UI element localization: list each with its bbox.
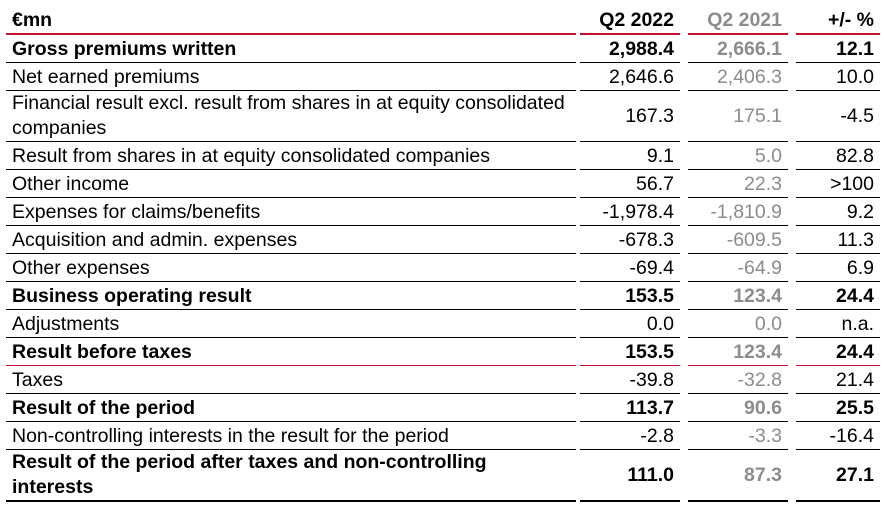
row-label: Financial result excl. result from share… — [6, 90, 576, 142]
row-label: Business operating result — [6, 281, 576, 310]
value-q2-2021: -32.8 — [688, 365, 788, 394]
row-label: Non-controlling interests in the result … — [6, 421, 576, 450]
value-q2-2021: 2,406.3 — [688, 62, 788, 91]
value-q2-2022: -69.4 — [580, 253, 680, 282]
value-q2-2022: 9.1 — [580, 141, 680, 170]
q2-2022-header: Q2 2022 — [580, 3, 680, 35]
value-change: 82.8 — [796, 141, 880, 170]
value-q2-2021: 90.6 — [688, 393, 788, 422]
value-q2-2021: -3.3 — [688, 421, 788, 450]
value-change: 21.4 — [796, 365, 880, 394]
row-label: Expenses for claims/benefits — [6, 197, 576, 226]
value-q2-2022: -2.8 — [580, 421, 680, 450]
row-label: Result from shares in at equity consolid… — [6, 141, 576, 170]
table-header-row: €mn Q2 2022 Q2 2021 +/- % — [6, 3, 880, 35]
value-change: -16.4 — [796, 421, 880, 450]
value-q2-2021: 87.3 — [688, 449, 788, 502]
table-row: Result of the period after taxes and non… — [6, 449, 880, 502]
row-label: Acquisition and admin. expenses — [6, 225, 576, 254]
row-label: Other expenses — [6, 253, 576, 282]
value-change: 9.2 — [796, 197, 880, 226]
value-q2-2022: 111.0 — [580, 449, 680, 502]
value-q2-2021: 123.4 — [688, 337, 788, 366]
value-change: n.a. — [796, 309, 880, 338]
change-header: +/- % — [796, 3, 880, 35]
table-row: Financial result excl. result from share… — [6, 90, 880, 142]
table-row: Result from shares in at equity consolid… — [6, 141, 880, 170]
value-q2-2022: 0.0 — [580, 309, 680, 338]
table-row: Net earned premiums 2,646.6 2,406.3 10.0 — [6, 62, 880, 91]
value-q2-2021: 123.4 — [688, 281, 788, 310]
value-q2-2021: 175.1 — [688, 90, 788, 142]
value-q2-2021: -64.9 — [688, 253, 788, 282]
table-row: Result of the period 113.7 90.6 25.5 — [6, 393, 880, 422]
value-q2-2022: -1,978.4 — [580, 197, 680, 226]
value-q2-2022: 153.5 — [580, 337, 680, 366]
value-change: 10.0 — [796, 62, 880, 91]
value-change: 24.4 — [796, 281, 880, 310]
table-row: Result before taxes 153.5 123.4 24.4 — [6, 337, 880, 366]
table-row: Adjustments 0.0 0.0 n.a. — [6, 309, 880, 338]
value-change: 27.1 — [796, 449, 880, 502]
value-change: -4.5 — [796, 90, 880, 142]
table-row: Other expenses -69.4 -64.9 6.9 — [6, 253, 880, 282]
table-row: Taxes -39.8 -32.8 21.4 — [6, 365, 880, 394]
row-label: Taxes — [6, 365, 576, 394]
value-q2-2021: 22.3 — [688, 169, 788, 198]
value-q2-2021: -609.5 — [688, 225, 788, 254]
row-label: Other income — [6, 169, 576, 198]
value-q2-2021: 0.0 — [688, 309, 788, 338]
table-row: Expenses for claims/benefits -1,978.4 -1… — [6, 197, 880, 226]
value-q2-2022: -678.3 — [580, 225, 680, 254]
row-label: Gross premiums written — [6, 34, 576, 63]
value-q2-2022: 2,646.6 — [580, 62, 680, 91]
income-statement-table: €mn Q2 2022 Q2 2021 +/- % Gross premiums… — [6, 3, 880, 502]
row-label: Result of the period — [6, 393, 576, 422]
table-row: Gross premiums written 2,988.4 2,666.1 1… — [6, 34, 880, 63]
row-label: Result before taxes — [6, 337, 576, 366]
value-change: >100 — [796, 169, 880, 198]
table-row: Acquisition and admin. expenses -678.3 -… — [6, 225, 880, 254]
value-change: 12.1 — [796, 34, 880, 63]
value-change: 6.9 — [796, 253, 880, 282]
value-q2-2022: 2,988.4 — [580, 34, 680, 63]
value-q2-2022: 153.5 — [580, 281, 680, 310]
value-change: 11.3 — [796, 225, 880, 254]
table-row: Other income 56.7 22.3 >100 — [6, 169, 880, 198]
value-change: 24.4 — [796, 337, 880, 366]
value-change: 25.5 — [796, 393, 880, 422]
value-q2-2022: 167.3 — [580, 90, 680, 142]
table-row: Non-controlling interests in the result … — [6, 421, 880, 450]
row-label: Net earned premiums — [6, 62, 576, 91]
value-q2-2022: 113.7 — [580, 393, 680, 422]
unit-header: €mn — [6, 3, 576, 35]
q2-2021-header: Q2 2021 — [688, 3, 788, 35]
row-label: Adjustments — [6, 309, 576, 338]
value-q2-2021: -1,810.9 — [688, 197, 788, 226]
row-label: Result of the period after taxes and non… — [6, 449, 576, 502]
value-q2-2022: -39.8 — [580, 365, 680, 394]
value-q2-2022: 56.7 — [580, 169, 680, 198]
value-q2-2021: 2,666.1 — [688, 34, 788, 63]
table-row: Business operating result 153.5 123.4 24… — [6, 281, 880, 310]
value-q2-2021: 5.0 — [688, 141, 788, 170]
